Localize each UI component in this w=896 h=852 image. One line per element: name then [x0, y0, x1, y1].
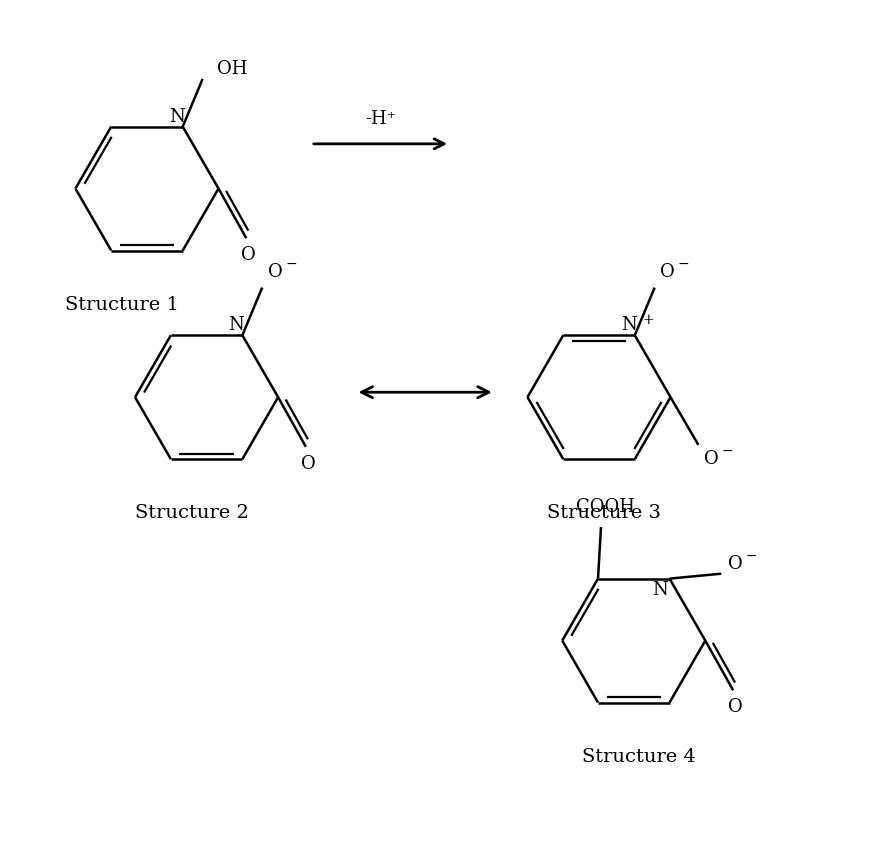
Text: O: O	[268, 262, 282, 280]
Text: Structure 1: Structure 1	[65, 296, 179, 314]
Text: O: O	[728, 698, 743, 717]
Text: COOH: COOH	[575, 498, 634, 516]
Text: N: N	[621, 316, 637, 334]
Text: −: −	[745, 549, 757, 563]
Text: N: N	[169, 107, 185, 125]
Text: O: O	[704, 450, 719, 468]
Text: N: N	[651, 580, 668, 599]
Text: O: O	[660, 262, 675, 280]
Text: −: −	[285, 256, 297, 271]
Text: −: −	[721, 444, 733, 458]
Text: Structure 2: Structure 2	[134, 504, 248, 522]
Text: +: +	[642, 314, 654, 327]
Text: -H⁺: -H⁺	[365, 110, 396, 128]
Text: −: −	[677, 256, 689, 271]
Text: Structure 4: Structure 4	[582, 748, 695, 766]
Text: N: N	[228, 316, 245, 334]
Text: OH: OH	[217, 60, 247, 78]
Text: Structure 3: Structure 3	[547, 504, 661, 522]
Text: O: O	[728, 555, 743, 573]
Text: O: O	[300, 455, 315, 473]
Text: O: O	[241, 246, 255, 264]
